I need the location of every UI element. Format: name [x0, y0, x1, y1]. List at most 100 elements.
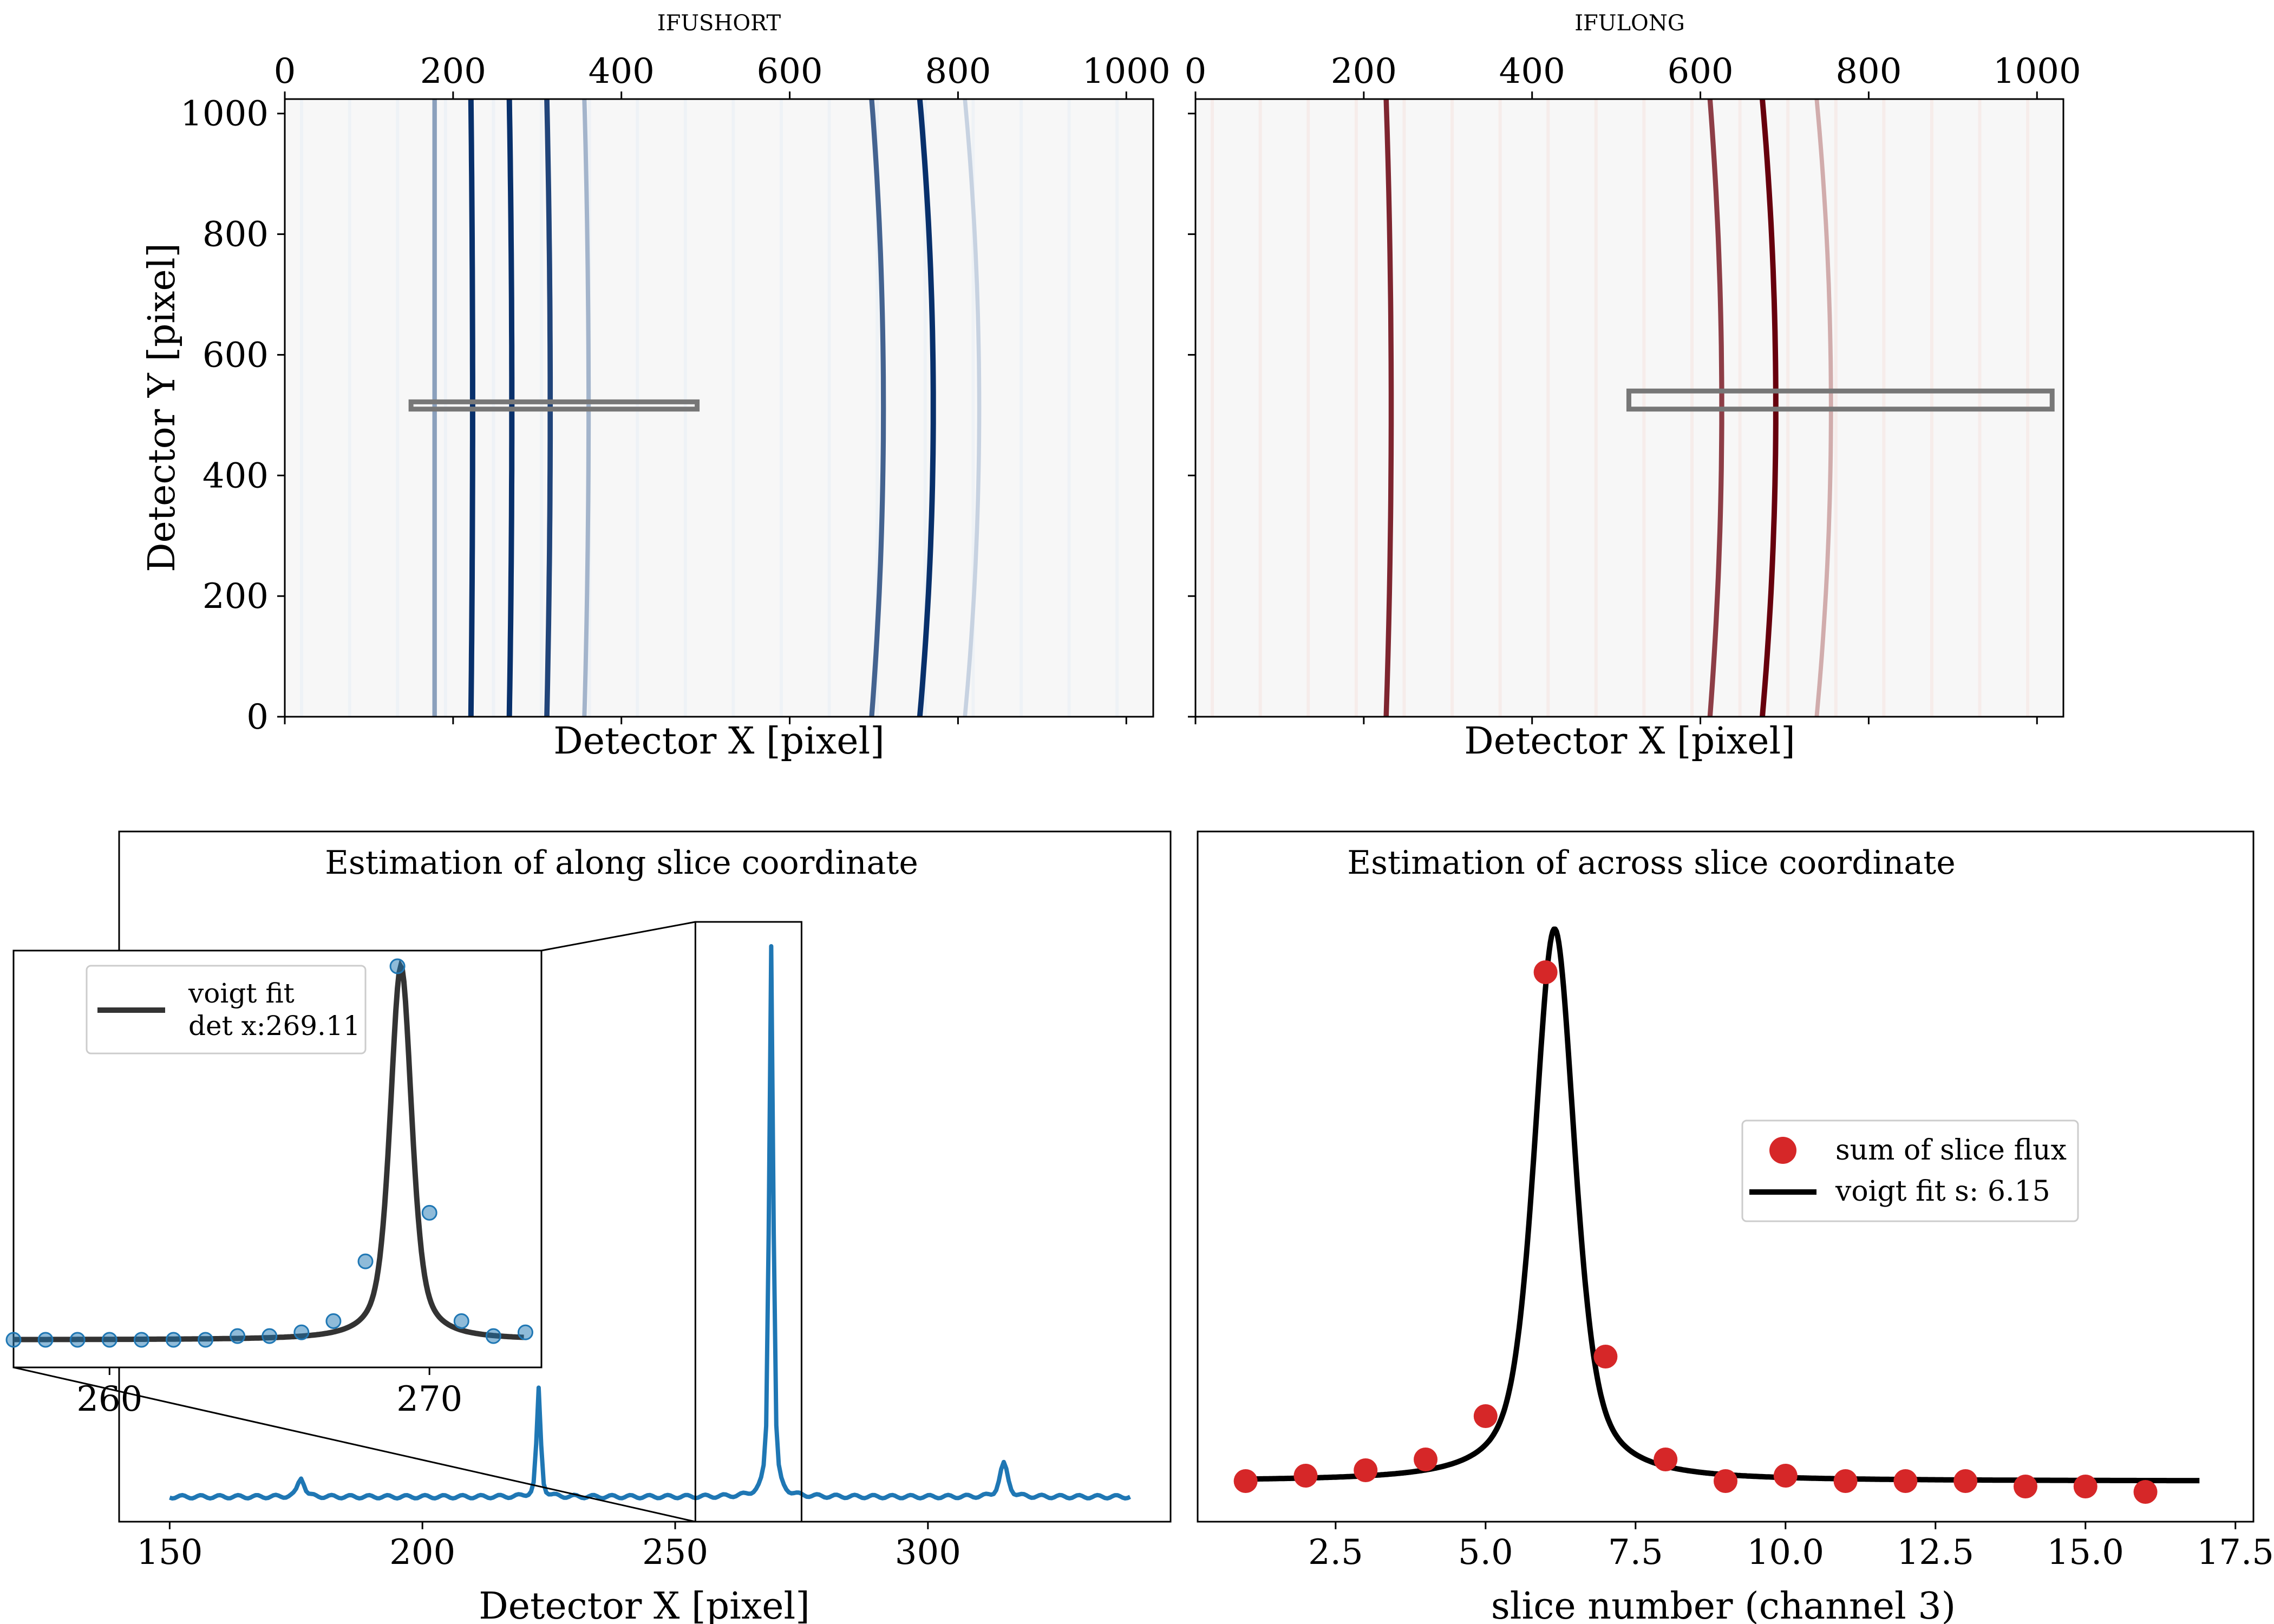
ifushort-xlabel: Detector X [pixel] — [553, 720, 885, 763]
emission-line — [963, 99, 982, 717]
zoom-connector-top — [541, 921, 696, 952]
slice-flux-point — [1714, 1469, 1737, 1493]
y-tick-label: 800 — [202, 215, 269, 255]
along-xaxis: 150 200 250 300 — [136, 1522, 961, 1573]
x-tick-label: 150 — [136, 1533, 202, 1573]
along-panel: 150 200 250 300 Estimation of along slice c… — [5, 830, 1172, 1624]
x-tick-label: 250 — [642, 1533, 708, 1573]
y-tick-label: 200 — [202, 577, 269, 617]
inset-data-point — [230, 1328, 246, 1344]
ifushort-panel: 0 200 400 600 800 1000 0 200 400 600 800 1000 IFUS… — [141, 11, 1171, 763]
top-tick-label: 1000 — [1082, 51, 1171, 91]
inset-legend-frame — [86, 965, 367, 1055]
ifushort-ylabel: Detector Y [pixel] — [141, 243, 184, 572]
slice-flux-point — [1533, 960, 1558, 984]
emission-line — [1383, 99, 1394, 717]
inset-data-point — [5, 1332, 22, 1348]
inset-data-point — [421, 1204, 437, 1221]
inset-data-point — [101, 1332, 117, 1348]
emission-line — [869, 99, 886, 717]
ifushort-yaxis: 0 200 400 600 800 1000 — [180, 94, 285, 737]
inset-x-tick-label: 260 — [76, 1379, 142, 1419]
slice-flux-point — [1654, 1448, 1678, 1471]
along-title: Estimation of along slice coordinate — [325, 844, 918, 882]
ifulong-frame — [1194, 98, 2064, 718]
across-frame — [1197, 830, 2255, 1523]
top-tick-label: 600 — [756, 51, 822, 91]
top-tick-label: 400 — [1499, 51, 1565, 91]
inset-data-point — [325, 1313, 342, 1329]
inset-legend-label-detx: det x:269.11 — [188, 1010, 361, 1042]
inset-x-tick-label: 270 — [396, 1379, 462, 1419]
inset-xaxis: 260 270 — [76, 1367, 462, 1419]
ifushort-top-xaxis: 0 200 400 600 800 1000 — [274, 51, 1171, 724]
emission-line — [917, 99, 936, 717]
zoom-rectangle — [694, 921, 802, 1523]
selection-rectangle — [408, 399, 700, 412]
x-tick-label: 200 — [389, 1533, 455, 1573]
inset-data-point — [198, 1332, 214, 1348]
top-tick-label: 200 — [420, 51, 486, 91]
slice-flux-point — [1354, 1458, 1378, 1482]
slice-flux-point — [1893, 1469, 1918, 1493]
ifulong-selection-box — [1626, 388, 2055, 412]
x-tick-label: 7.5 — [1608, 1533, 1663, 1573]
across-legend-marker — [1769, 1137, 1796, 1164]
x-tick-label: 5.0 — [1458, 1533, 1513, 1573]
top-tick-label: 400 — [589, 51, 655, 91]
ifulong-panel: 0 200 400 600 800 1000 IFULONG Detector X [pi… — [1185, 11, 2081, 763]
slice-flux-point — [2013, 1475, 2037, 1498]
y-tick-label: 1000 — [180, 94, 269, 134]
top-tick-label: 800 — [925, 51, 991, 91]
inset-data-point — [453, 1313, 469, 1329]
across-xaxis: 2.5 5.0 7.5 10.0 12.5 15.0 17.5 — [1308, 1522, 2274, 1573]
across-points — [1233, 960, 2158, 1504]
slice-flux-point — [1233, 1469, 1258, 1493]
ifushort-title: IFUSHORT — [657, 11, 781, 36]
inset-data-point — [293, 1324, 310, 1340]
across-panel: 2.5 5.0 7.5 10.0 12.5 15.0 17.5 Estimation of … — [1197, 830, 2274, 1624]
inset-legend-label-fit: voigt fit — [188, 978, 295, 1009]
inset-data-point — [165, 1332, 181, 1348]
x-tick-label: 15.0 — [2047, 1533, 2125, 1573]
inset-data-point — [389, 958, 406, 974]
ifulong-top-xaxis: 0 200 400 600 800 1000 — [1185, 51, 2081, 724]
slice-flux-point — [2133, 1480, 2158, 1504]
across-legend-label-points: sum of slice flux — [1835, 1134, 2067, 1167]
inset-data-point — [485, 1328, 501, 1344]
x-tick-label: 300 — [895, 1533, 961, 1573]
inset-data-point — [133, 1332, 149, 1348]
top-tick-label: 200 — [1331, 51, 1397, 91]
along-spectrum-line — [169, 944, 1131, 1501]
across-xlabel: slice number (channel 3) — [1491, 1585, 1956, 1624]
slice-flux-point — [1473, 1404, 1498, 1428]
top-tick-label: 0 — [1185, 51, 1207, 91]
inset-data-point — [69, 1332, 86, 1348]
y-tick-label: 0 — [246, 697, 269, 737]
top-tick-label: 0 — [274, 51, 296, 91]
slice-flux-point — [1833, 1469, 1858, 1493]
inset-data-point — [357, 1253, 374, 1269]
top-tick-label: 800 — [1835, 51, 1901, 91]
slice-flux-point — [1414, 1448, 1438, 1471]
y-tick-label: 600 — [202, 335, 269, 375]
top-tick-label: 600 — [1667, 51, 1733, 91]
across-legend: sum of slice flux voigt fit s: 6.15 — [1741, 1119, 2079, 1222]
along-inset: 260 270 voigt fit det x:269.11 — [5, 949, 543, 1419]
inset-data-point — [262, 1328, 278, 1344]
slice-flux-point — [1773, 1464, 1798, 1488]
y-tick-label: 400 — [202, 456, 269, 496]
along-zoom-box — [13, 921, 802, 1523]
across-title: Estimation of across slice coordinate — [1347, 844, 1955, 882]
ifushort-selection-box — [408, 399, 700, 412]
x-tick-label: 2.5 — [1308, 1533, 1363, 1573]
slice-flux-point — [1953, 1469, 1978, 1493]
across-legend-frame — [1741, 1119, 2079, 1222]
inset-content — [5, 958, 533, 1348]
ifulong-yaxis — [1188, 113, 1195, 718]
x-tick-label: 12.5 — [1897, 1533, 1975, 1573]
top-tick-label: 1000 — [1993, 51, 2081, 91]
inset-data-point — [517, 1324, 533, 1340]
slice-flux-point — [2073, 1475, 2097, 1498]
